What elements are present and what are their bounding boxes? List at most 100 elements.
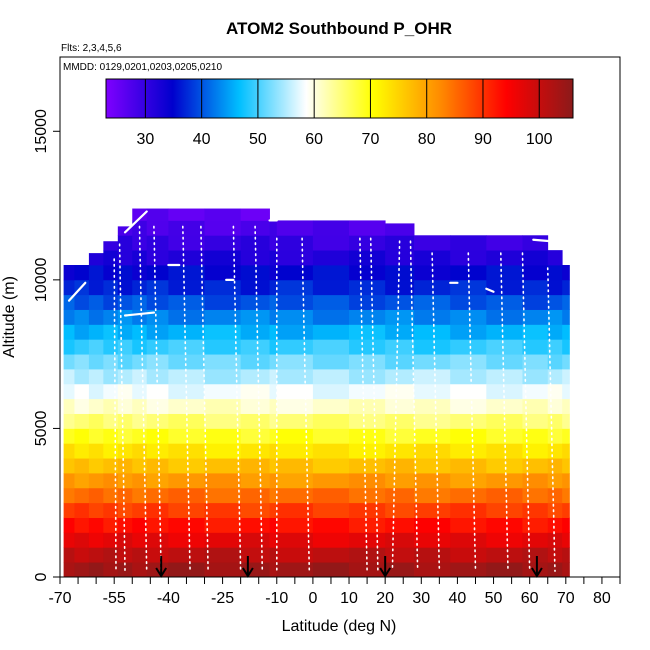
curtain-cell (547, 354, 563, 370)
curtain-cell (349, 324, 386, 340)
curtain-cell (562, 383, 570, 400)
curtain-cell (562, 309, 570, 325)
curtain-cell (74, 517, 90, 533)
curtain-cell (276, 220, 314, 236)
curtain-cell (269, 279, 278, 296)
curtain-cell (486, 294, 523, 310)
curtain-cell (204, 265, 242, 281)
curtain-cell (312, 517, 350, 533)
curtain-cell (63, 458, 75, 474)
curtain-cell (562, 324, 570, 340)
curtain-cell (88, 253, 104, 266)
curtain-cell (414, 354, 451, 370)
colorbar-tick-label: 70 (362, 131, 380, 148)
arrow-head (242, 567, 254, 578)
curtain-cell (562, 502, 570, 518)
curtain-cell (276, 235, 314, 251)
curtain-cell (269, 294, 278, 310)
curtain-cell (562, 294, 570, 310)
curtain-cell (276, 398, 314, 414)
curtain-cell (240, 354, 270, 370)
curtain-cell (276, 354, 314, 370)
curtain-cell (385, 354, 415, 370)
curtain-cell (63, 413, 75, 429)
curtain-cell (204, 339, 242, 355)
curtain-cell (385, 294, 415, 310)
curtain-cell (269, 220, 278, 236)
curtain-cell (349, 502, 386, 518)
curtain-cell (74, 487, 90, 504)
curtain-cell (269, 547, 278, 563)
curtain-cell (117, 235, 133, 251)
vertical-profile-track (409, 240, 419, 572)
curtain-cell (486, 309, 523, 325)
curtain-cell (74, 443, 90, 459)
curtain-cell (132, 413, 148, 429)
curtain-cell (103, 294, 119, 310)
curtain-cell (312, 547, 350, 563)
curtain-cell (522, 369, 549, 385)
curtain-cell (117, 354, 133, 370)
curtain-cell (117, 502, 133, 518)
vertical-profile-track (138, 225, 148, 572)
curtain-cell (204, 324, 242, 340)
curtain-cell (522, 473, 549, 489)
curtain-cell (204, 279, 242, 296)
curtain-cell (486, 324, 523, 340)
curtain-cell (486, 487, 523, 504)
curtain-cell (486, 369, 523, 385)
curtain-cell (312, 354, 350, 370)
curtain-cell (74, 458, 90, 474)
curtain-cell (63, 562, 75, 577)
curtain-cell (269, 458, 278, 474)
y-tick-label: 0 (33, 572, 50, 581)
level-leg-track (532, 238, 553, 243)
curtain-cell (547, 309, 563, 325)
curtain-cell (74, 354, 90, 370)
curtain-cell (74, 309, 90, 325)
curtain-cell (312, 532, 350, 548)
curtain-cell (103, 354, 119, 370)
curtain-cell (88, 473, 104, 489)
curtain-cell (117, 294, 133, 310)
curtain-cell (486, 502, 523, 518)
curtain-cell (103, 250, 119, 266)
plot-frame (59, 56, 621, 578)
curtain-cell (486, 458, 523, 474)
curtain-cell (204, 473, 242, 489)
curtain-cell (349, 369, 386, 385)
curtain-cell (63, 324, 75, 340)
curtain-cell (349, 383, 386, 400)
curtain-cell (240, 324, 270, 340)
curtain-cell (88, 517, 104, 533)
curtain-cell (385, 369, 415, 385)
curtain-cell (547, 428, 563, 444)
curtain-cell (486, 413, 523, 429)
curtain-cell (132, 547, 148, 563)
curtain-cell (204, 443, 242, 459)
curtain-cell (486, 517, 523, 533)
x-axis-label: Latitude (deg N) (282, 618, 397, 635)
curtain-cell (562, 279, 570, 296)
curtain-cell (349, 473, 386, 489)
curtain-cell (240, 383, 270, 400)
curtain-cell (88, 309, 104, 325)
curtain-cell (414, 443, 451, 459)
curtain-cell (414, 413, 451, 429)
curtain-cell (450, 354, 487, 370)
curtain-cell (269, 265, 278, 281)
curtain-cell (276, 517, 314, 533)
colorbar-fill (105, 78, 574, 119)
curtain-cell (132, 309, 148, 325)
curtain-cell (276, 532, 314, 548)
curtain-cell (486, 250, 523, 266)
curtain-cell (547, 369, 563, 385)
x-tick-label: 70 (557, 590, 575, 607)
curtain-cell (385, 547, 415, 563)
curtain-cell (414, 502, 451, 518)
curtain-cell (414, 339, 451, 355)
curtain-cell (74, 294, 90, 310)
curtain-cell (385, 443, 415, 459)
curtain-cell (103, 309, 119, 325)
